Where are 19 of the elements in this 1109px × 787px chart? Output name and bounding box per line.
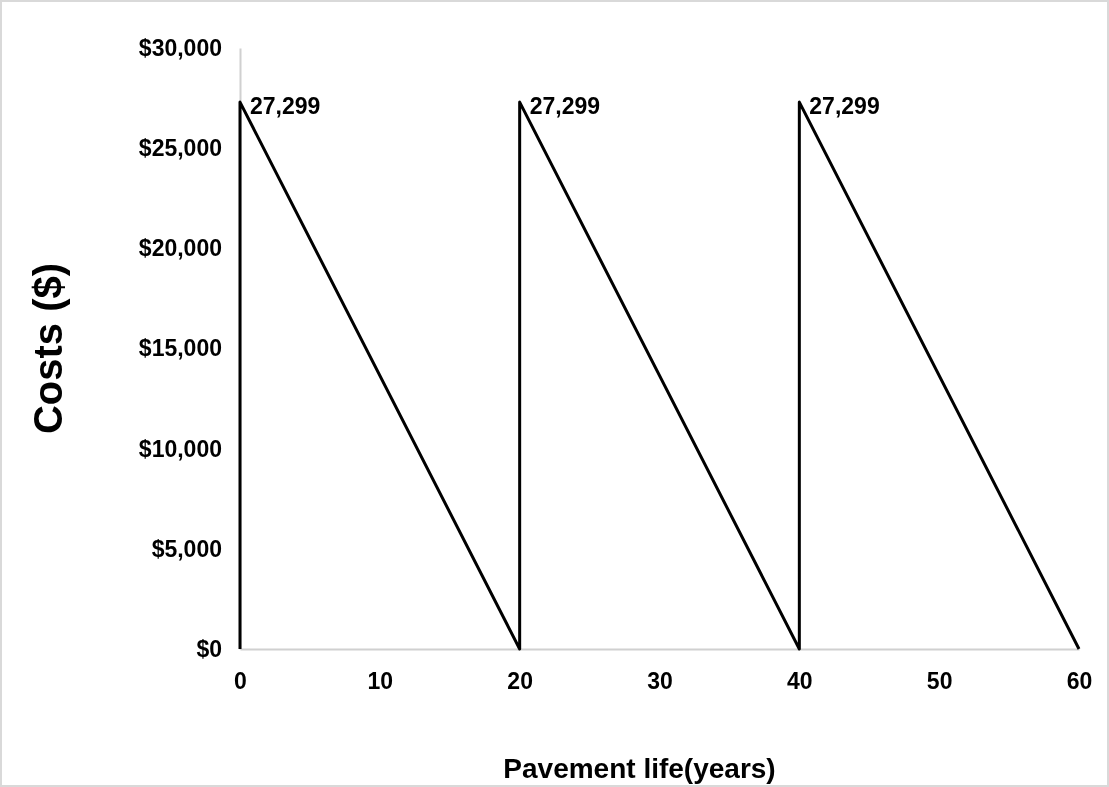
y-tick-label: $15,000 — [138, 335, 222, 362]
data-label: 27,299 — [529, 93, 601, 120]
x-tick-label: 0 — [234, 668, 247, 695]
x-tick-label: 40 — [787, 668, 813, 695]
data-label: 27,299 — [809, 93, 880, 120]
y-tick-label: $30,000 — [138, 34, 222, 61]
data-label: 27,299 — [250, 93, 321, 120]
x-tick-label: 20 — [507, 668, 533, 695]
x-tick-label: 30 — [647, 668, 673, 695]
x-tick-label: 50 — [926, 668, 953, 695]
y-tick-label: $10,000 — [138, 435, 222, 462]
y-axis-title: Costs ($) — [26, 262, 70, 435]
x-axis-title: Pavement life(years) — [503, 753, 776, 784]
x-tick-label: 60 — [1066, 668, 1093, 695]
y-tick-label: $0 — [196, 635, 222, 662]
x-tick-label: 10 — [367, 668, 394, 695]
y-tick-label: $5,000 — [151, 535, 222, 562]
y-tick-label: $20,000 — [138, 235, 222, 262]
y-tick-label: $25,000 — [138, 135, 222, 162]
